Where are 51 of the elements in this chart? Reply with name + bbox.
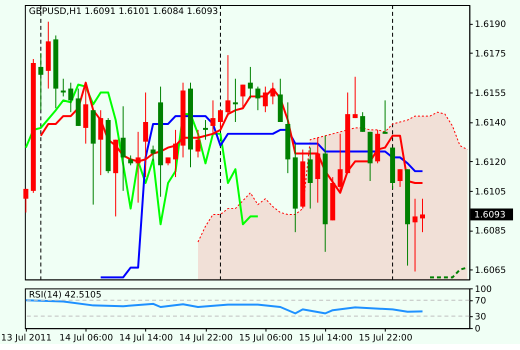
candlestick <box>218 110 223 130</box>
candlestick <box>38 52 44 111</box>
y-tick-label: 1.6140 <box>474 118 506 128</box>
candlestick <box>60 78 66 97</box>
y-tick-label: 1.6120 <box>474 158 506 168</box>
candlestick <box>232 78 238 123</box>
candlestick <box>398 168 403 188</box>
x-tick-label: 13 Jul 2011 <box>1 334 52 344</box>
candlestick <box>412 198 418 272</box>
candlestick <box>255 86 260 111</box>
candlestick <box>352 76 358 119</box>
y-tick-label: 70 <box>474 296 486 307</box>
ref-line-label: 1.6093 <box>474 210 506 220</box>
x-tick-label: 14 Jul 22:00 <box>179 334 234 344</box>
candlestick <box>143 92 148 178</box>
line-series <box>24 84 259 226</box>
candlestick <box>23 188 28 213</box>
y-tick-label: 1.6105 <box>474 187 506 198</box>
candlestick <box>420 198 425 233</box>
x-tick-label: 14 Jul 06:00 <box>59 334 114 344</box>
candlestick <box>210 100 216 134</box>
y-tick-label: 30 <box>474 312 486 323</box>
x-tick-label: 15 Jul 14:00 <box>298 334 353 344</box>
candlestick <box>360 112 366 132</box>
y-tick-label: 100 <box>474 284 492 295</box>
chart-title: RSI(14) 42.5105 <box>28 290 102 300</box>
candlestick <box>262 86 268 113</box>
y-tick-label: 1.6065 <box>474 266 506 276</box>
candlestick <box>150 145 156 162</box>
candlestick <box>173 129 178 178</box>
line-series <box>24 299 424 314</box>
line-series <box>100 115 424 278</box>
candlestick <box>308 147 313 210</box>
candlestick <box>98 110 104 176</box>
candlestick <box>120 106 126 192</box>
y-tick-label: 1.6085 <box>474 226 506 237</box>
y-tick-label: 1.6175 <box>474 50 506 60</box>
x-tick-label: 15 Jul 22:00 <box>358 334 413 344</box>
x-tick-label: 15 Jul 06:00 <box>239 334 293 344</box>
candlestick <box>382 100 388 134</box>
y-tick-label: 1.6190 <box>474 20 506 30</box>
candlestick <box>202 120 208 140</box>
x-tick-label: 14 Jul 14:00 <box>119 334 174 344</box>
candlestick <box>128 154 134 166</box>
candlestick <box>68 82 74 113</box>
candlestick <box>240 84 246 109</box>
y-tick-label: 0 <box>474 324 481 335</box>
y-tick-label: 1.6155 <box>474 88 506 99</box>
candlestick <box>248 66 253 99</box>
chart-title: GBPUSD,H1 1.6091 1.6101 1.6084 1.6093 <box>28 6 218 17</box>
candlestick <box>196 129 200 158</box>
